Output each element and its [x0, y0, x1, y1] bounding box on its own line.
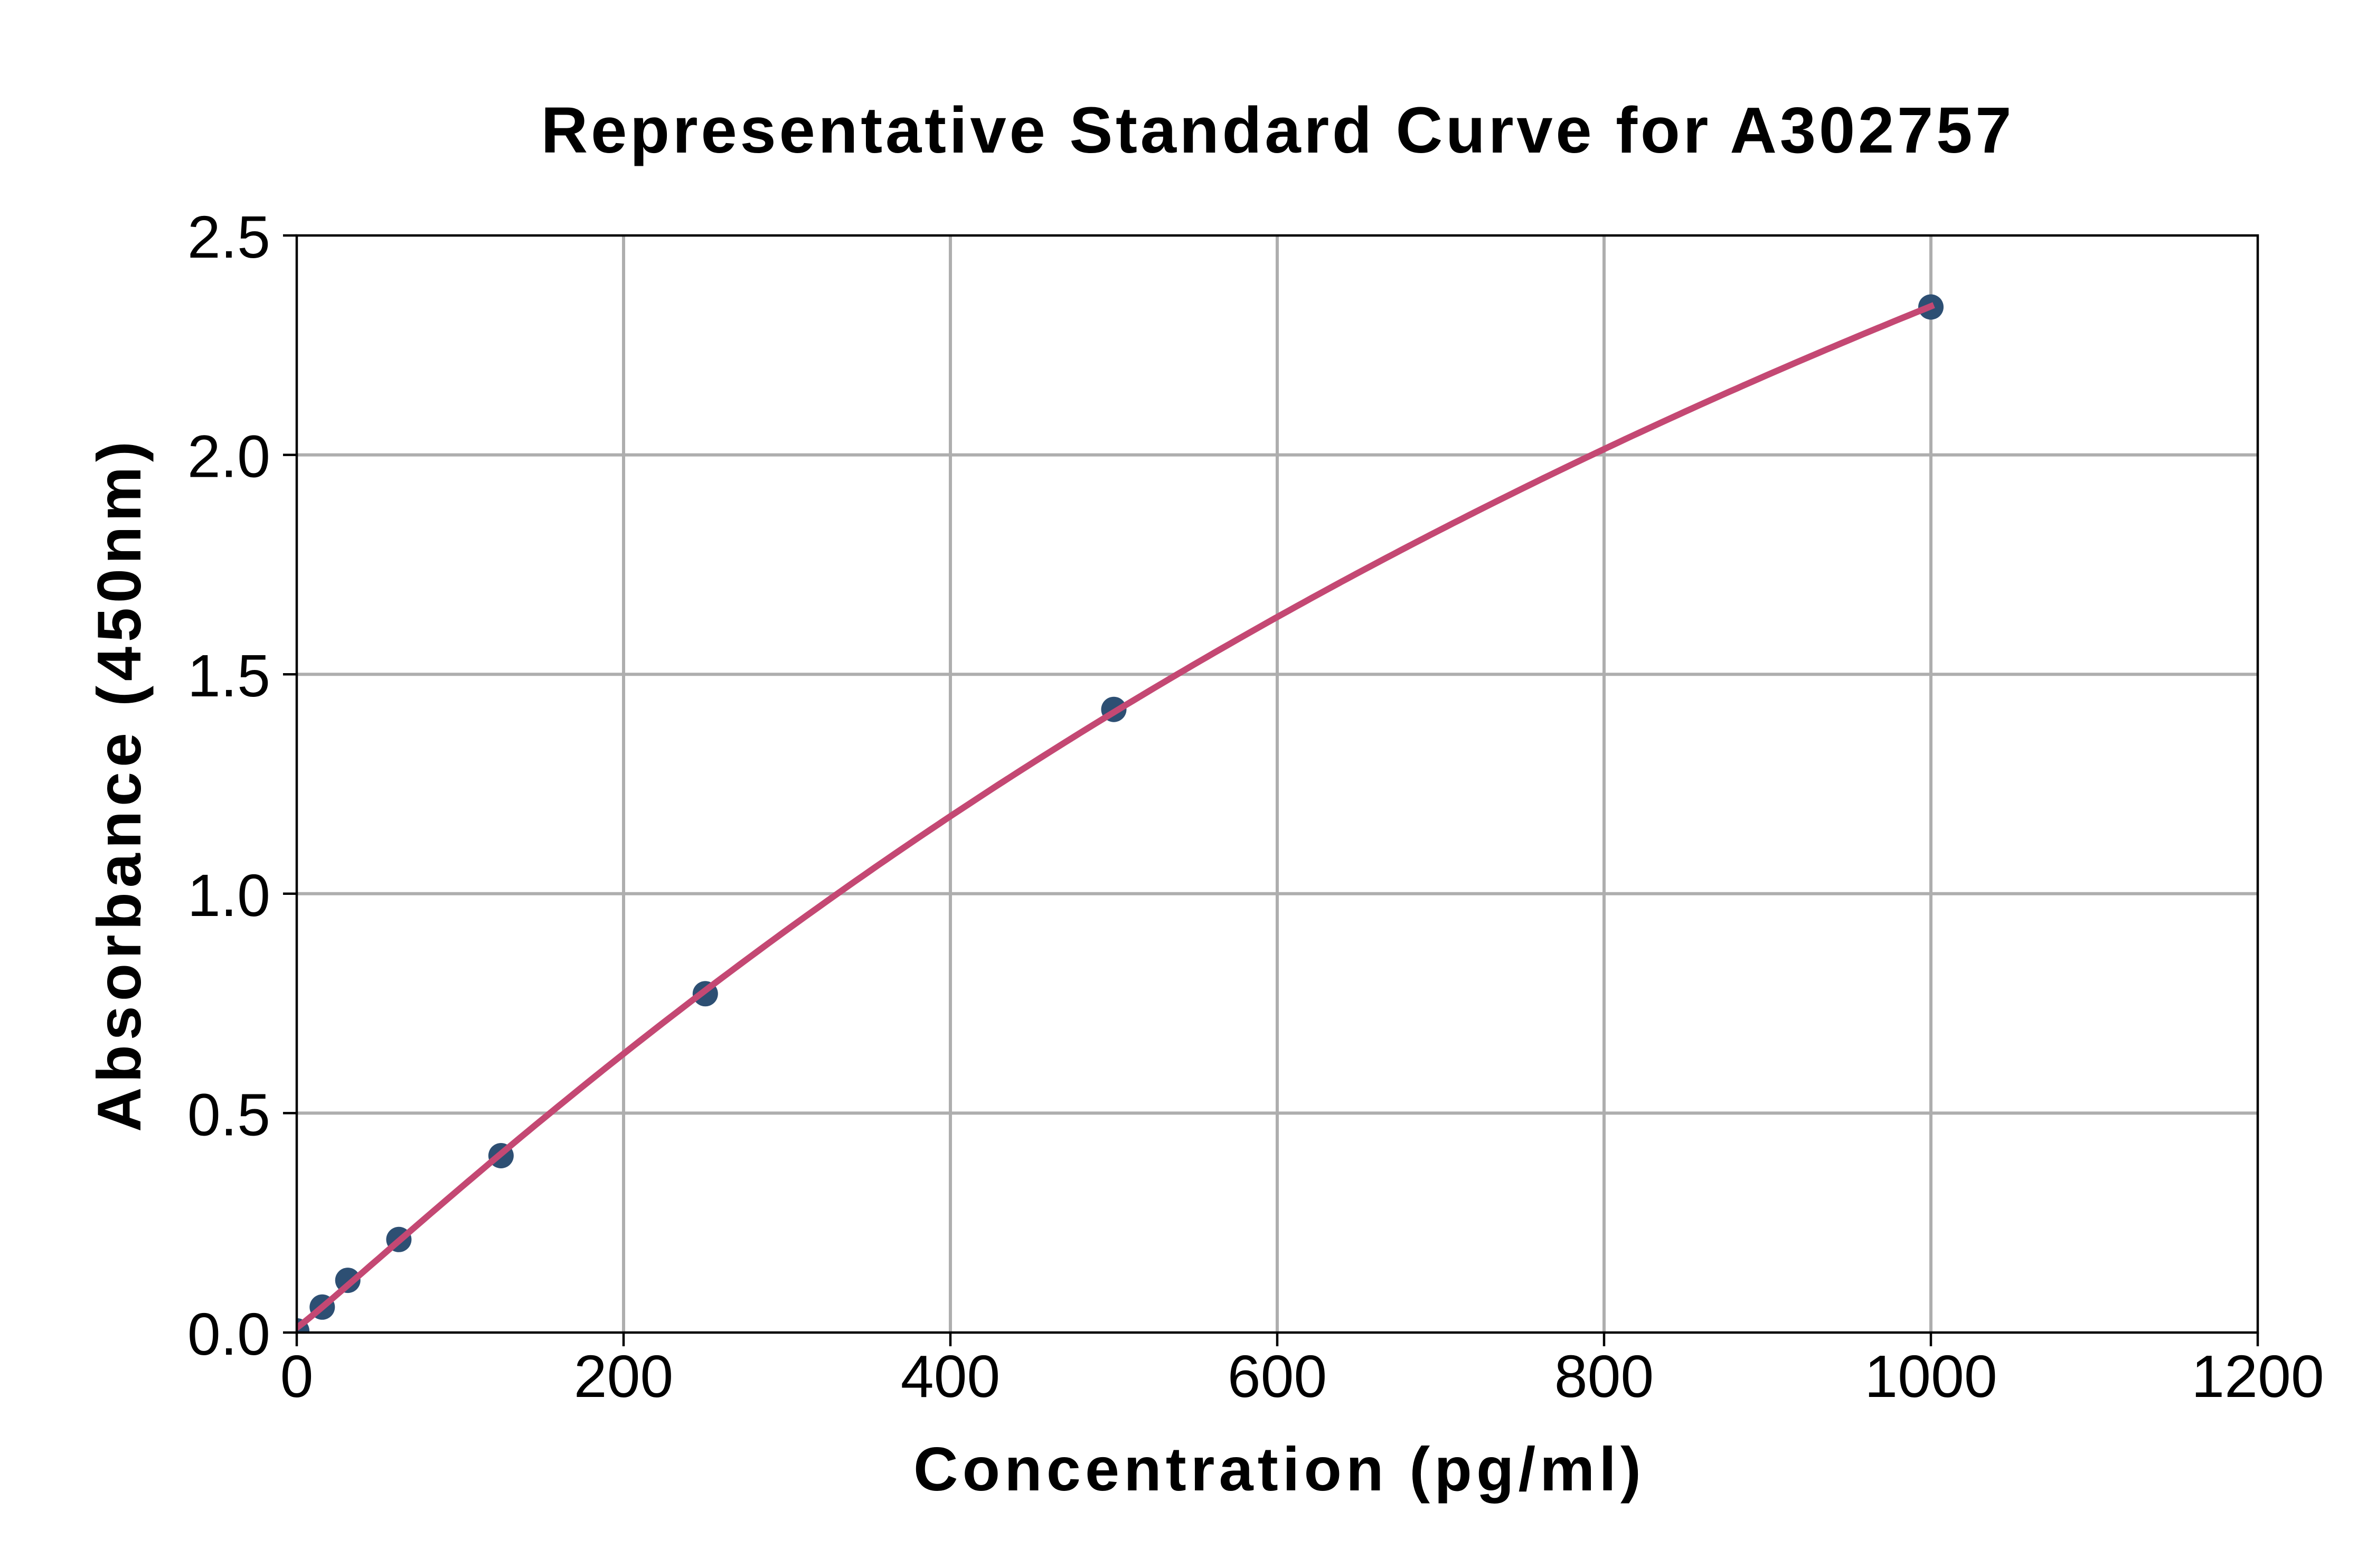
svg-text:0.0: 0.0 — [187, 1301, 270, 1367]
svg-text:1000: 1000 — [1864, 1343, 1997, 1410]
svg-text:1.0: 1.0 — [187, 862, 270, 929]
svg-text:800: 800 — [1554, 1343, 1654, 1410]
svg-text:0: 0 — [280, 1343, 314, 1410]
svg-text:1.5: 1.5 — [187, 643, 270, 709]
svg-text:600: 600 — [1228, 1343, 1327, 1410]
svg-text:1200: 1200 — [2191, 1343, 2324, 1410]
svg-text:200: 200 — [574, 1343, 674, 1410]
svg-text:2.0: 2.0 — [187, 423, 270, 490]
svg-text:2.5: 2.5 — [187, 204, 270, 270]
svg-text:Representative Standard Curve: Representative Standard Curve for A30275… — [541, 95, 2012, 167]
svg-text:0.5: 0.5 — [187, 1081, 270, 1148]
svg-text:Concentration (pg/ml): Concentration (pg/ml) — [913, 1434, 1641, 1504]
svg-text:Absorbance (450nm): Absorbance (450nm) — [84, 441, 154, 1132]
svg-text:400: 400 — [901, 1343, 1001, 1410]
